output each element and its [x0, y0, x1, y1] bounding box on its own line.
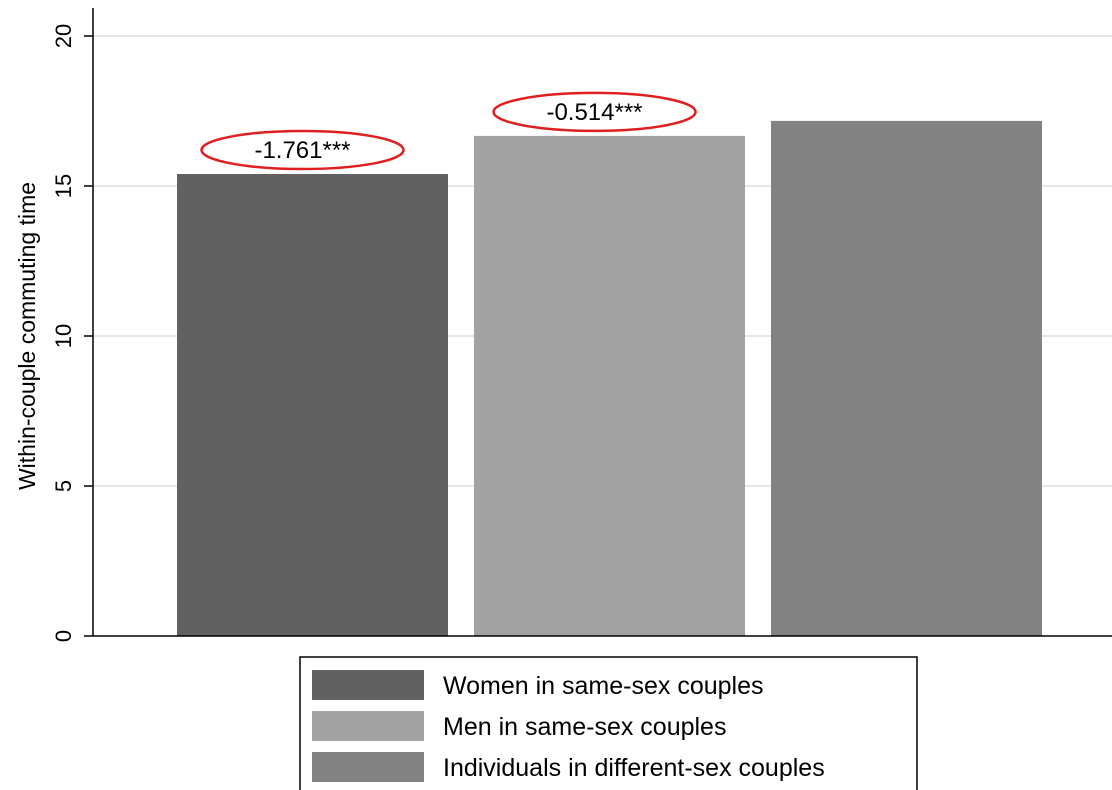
legend-entry: Men in same-sex couples [443, 713, 726, 741]
bar [177, 174, 448, 636]
annotation-ellipse [492, 91, 697, 133]
legend-entry: Women in same-sex couples [443, 672, 764, 700]
y-axis-ticks: 0 5 10 15 20 [51, 24, 93, 642]
legend-swatch [312, 670, 424, 700]
y-tick-label: 15 [51, 174, 76, 198]
y-tick-label: 10 [51, 324, 76, 348]
y-tick-label: 0 [51, 630, 76, 642]
legend: Women in same-sex couples Men in same-sex… [299, 656, 918, 790]
y-tick-label: 20 [51, 24, 76, 48]
annotation-ellipse [200, 129, 405, 171]
legend-entry: Individuals in different-sex couples [443, 754, 825, 782]
legend-swatch [312, 711, 424, 741]
data-label: -0.514*** [546, 99, 642, 126]
y-axis-title: Within-couple commuting time [14, 182, 40, 490]
bars [177, 120, 1042, 636]
bar [474, 135, 745, 636]
data-label: -1.761*** [254, 137, 350, 164]
bar [771, 120, 1042, 636]
data-label-annotations: -1.761*** -0.514*** [200, 91, 697, 171]
axes [92, 8, 1112, 637]
y-tick-label: 5 [51, 480, 76, 492]
legend-swatch [312, 752, 424, 782]
